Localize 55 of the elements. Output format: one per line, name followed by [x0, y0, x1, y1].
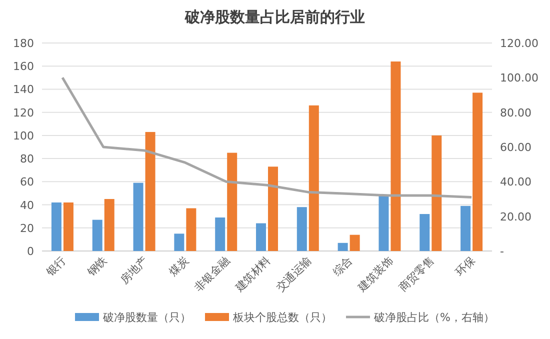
- bar: [268, 166, 278, 251]
- y-tick-label: 80: [20, 152, 34, 166]
- bar: [63, 202, 74, 251]
- y-tick-label: 20: [20, 222, 34, 235]
- bar: [104, 199, 114, 251]
- x-tick-label: 房地产: [118, 254, 150, 286]
- y-tick-label: 140: [13, 83, 34, 96]
- bar: [133, 182, 144, 251]
- bar: [256, 223, 266, 251]
- bar: [432, 135, 442, 251]
- y2-tick-label: -: [500, 245, 504, 258]
- y-tick-label: 100: [13, 129, 34, 142]
- chart-title: 破净股数量占比居前的行业: [184, 9, 365, 26]
- x-tick-label: 煤炭: [166, 254, 192, 279]
- x-tick-label: 非银金融: [192, 254, 232, 294]
- y-tick-label: 60: [20, 176, 34, 189]
- bar: [378, 196, 389, 251]
- bar: [338, 242, 348, 251]
- bar: [51, 202, 62, 251]
- bar: [296, 207, 307, 251]
- legend-label: 板块个股总数（只）: [232, 311, 332, 324]
- x-tick-label: 交通运输: [274, 254, 314, 294]
- line-series: [61, 76, 473, 199]
- legend-label: 破净股占比（%，右轴）: [373, 311, 494, 324]
- bar: [186, 208, 196, 251]
- bar: [350, 234, 360, 251]
- bar: [472, 92, 483, 251]
- y-tick-label: 120: [13, 106, 34, 120]
- bar: [92, 220, 102, 251]
- y2-tick-label: 100.00: [500, 72, 538, 85]
- legend-label: 破净股数量（只）: [102, 311, 191, 324]
- bar: [215, 217, 226, 251]
- x-tick-label: 建筑装饰: [354, 254, 396, 295]
- x-tick-label: 建筑材料: [232, 254, 274, 295]
- bar: [460, 206, 471, 251]
- bar: [308, 105, 319, 251]
- x-tick-label: 钢铁: [84, 254, 110, 280]
- x-tick-label: 银行: [43, 254, 69, 280]
- x-tick-label: 综合: [330, 254, 355, 279]
- y-tick-label: 0: [27, 245, 34, 258]
- y-tick-label: 160: [13, 60, 34, 74]
- y2-tick-label: 120.00: [500, 37, 538, 50]
- bar: [390, 61, 401, 251]
- x-tick-label: 环保: [452, 254, 478, 279]
- y2-tick-label: 20.00: [500, 210, 532, 224]
- y-tick-label: 180: [13, 37, 34, 50]
- y2-tick-label: 80.00: [500, 106, 532, 120]
- y2-tick-label: 40.00: [500, 176, 532, 189]
- y2-tick-label: 60.00: [500, 141, 532, 154]
- bar: [174, 234, 184, 251]
- y-tick-label: 40: [20, 198, 34, 212]
- bar: [227, 152, 238, 251]
- bar: [420, 214, 430, 251]
- bar: [145, 132, 156, 251]
- x-tick-label: 商贸零售: [396, 254, 437, 294]
